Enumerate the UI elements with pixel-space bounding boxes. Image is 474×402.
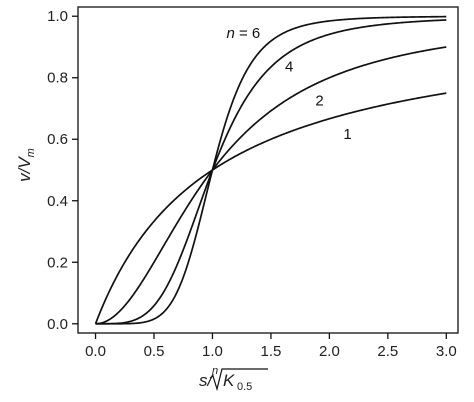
y-tick-label: 0.6 [47, 131, 68, 148]
curve-label-n-symbol: n [226, 25, 234, 42]
x-tick-label: 1.0 [202, 343, 223, 360]
plot-frame [77, 6, 459, 334]
y-tick-label: 1.0 [47, 8, 68, 25]
y-tick-label: 0.4 [47, 193, 68, 210]
y-tick-label: 0.8 [47, 70, 68, 87]
x-tick-label: 2.0 [319, 343, 340, 360]
x-axis-label-subscript: 0.5 [237, 381, 252, 393]
curve-labels: n = 6 4 2 1 [226, 25, 351, 143]
x-tick-label: 0.5 [144, 343, 165, 360]
y-axis-label-main: v/V [15, 156, 34, 182]
x-tick-label: 0.0 [85, 343, 106, 360]
curve-label-4: 4 [285, 59, 293, 76]
axis-ticks: 0.0 0.5 1.0 1.5 2.0 2.5 3.0 0.0 0.2 0.4 0.6 0.8 1.0 [47, 8, 457, 360]
x-axis-label-radicand: K [223, 371, 235, 390]
y-axis-label-subscript: m [25, 148, 37, 157]
x-axis-label: s/ n K 0.5 [199, 365, 268, 393]
curve-n-6 [95, 15, 447, 325]
curve-n-2 [95, 46, 447, 325]
curves [94, 15, 447, 325]
curve-label-2: 2 [315, 92, 323, 109]
x-axis-label-root-index: n [212, 365, 218, 377]
y-tick-label: 0.2 [47, 254, 68, 271]
y-tick-label: 0.0 [47, 316, 68, 333]
curve-label-1: 1 [343, 126, 351, 143]
x-tick-label: 1.5 [260, 343, 281, 360]
curve-label-n-value: = 6 [235, 25, 260, 42]
x-axis-label-main: s/ [199, 371, 215, 390]
curve-n-4 [95, 19, 447, 325]
y-axis-label: v/Vm [15, 148, 37, 182]
x-tick-label: 3.0 [436, 343, 457, 360]
curve-label-6: n = 6 [226, 25, 260, 42]
curve-n-1 [94, 92, 447, 325]
x-tick-label: 2.5 [377, 343, 398, 360]
radical-sign-icon [209, 368, 268, 392]
plot-area-border [77, 6, 459, 334]
